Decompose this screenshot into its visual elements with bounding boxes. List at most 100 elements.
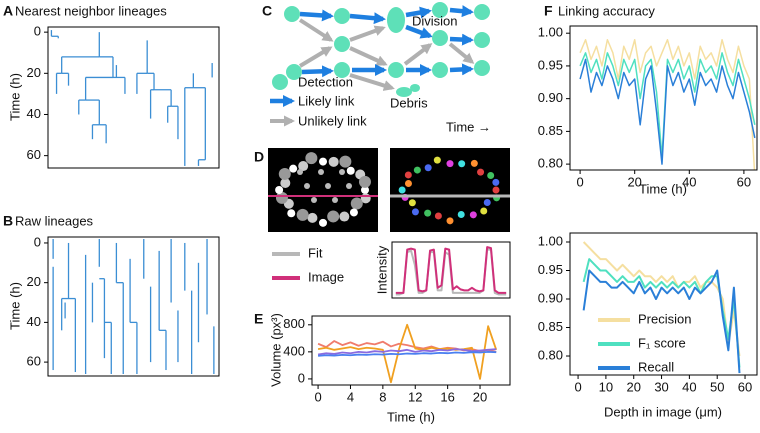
panel-letter: A [3,3,13,19]
nucleus [278,167,291,180]
nucleus [413,166,421,174]
node [388,62,404,78]
x-tick-label: 10 [599,379,613,394]
node [284,6,300,22]
arrow [405,24,433,39]
y-tick-label: 60 [27,354,41,369]
x-tick-label: 20 [627,174,641,189]
nucleus [327,210,340,223]
chart-title: Linking accuracy [558,3,655,18]
nucleus [492,178,500,186]
microscopy-images [268,148,510,232]
y-tick-label: 0.80 [538,156,563,171]
nucleus [492,186,500,194]
node [334,8,350,24]
nucleus [311,197,317,203]
chart: B Raw lineages Time (h) 0 20 40 60 [3,213,220,377]
node [334,36,350,52]
plot-frame [569,232,758,376]
nucleus [411,208,419,216]
y-tick-label: 0.95 [538,262,563,277]
y-tick-label: 0.85 [538,123,563,138]
nucleus [346,166,355,175]
series-line [395,246,507,294]
nucleus [408,199,416,207]
plot-area [317,323,498,384]
plot-area [50,30,213,166]
legend-label: Fit [308,245,323,260]
x-tick-label: 4 [347,389,354,404]
plot-area [395,246,507,296]
nucleus [404,171,412,179]
y-tick-label: 1.00 [538,233,563,248]
panel-letter: F [544,3,553,19]
nucleus [325,183,331,189]
x-tick-label: 20 [626,379,640,394]
arrow [349,12,386,25]
legend-label: Precision [638,311,691,326]
arrow [449,33,474,46]
arrow [298,46,333,68]
series-line [582,241,741,357]
x-tick-label: 60 [737,174,751,189]
plot-frame [391,241,511,299]
nucleus [328,156,339,167]
legend-label: F₁ score [638,335,686,350]
x-tick-label: 30 [654,379,668,394]
nucleus [433,156,441,164]
y-axis-label: Time (h) [7,73,22,121]
chart: E Volume (px³) Time (h) 0 400 800 0 4 8 12 16 20 [254,311,511,424]
legend-node [272,74,288,90]
nucleus [446,217,454,225]
y-tick-label: 40 [27,314,41,329]
arrow [449,63,474,76]
chart: D Intensity Fit Image [254,149,511,299]
nucleus [296,208,309,221]
chart: A Nearest neighbor lineages Time (h) 0 20 40 6… [3,3,220,169]
nucleus [424,164,432,172]
nucleus [297,169,303,175]
nucleus [332,197,338,203]
nucleus [470,159,478,167]
y-tick-label: 0.80 [538,347,563,362]
nucleus [346,183,352,189]
y-tick-label: 60 [27,147,41,162]
y-tick-label: 800 [283,316,305,331]
series-line [582,269,741,374]
chart-title: Nearest neighbor lineages [15,3,167,18]
plot-area [582,241,741,374]
series-line [579,52,756,159]
series-line [579,39,756,170]
x-tick-label: 12 [408,389,422,404]
nucleus [307,212,318,223]
legend-label: Recall [638,359,674,374]
y-tick-label: 0 [298,370,305,385]
x-tick-label: 0 [574,379,581,394]
arrow [349,73,395,91]
x-tick-label: 0 [576,174,583,189]
plot-frame [569,25,758,171]
label: Time → [446,119,491,134]
arrow [299,9,334,22]
x-axis-label: Time (h) [639,181,687,196]
nucleus [424,209,432,217]
label: Unlikely link [298,113,367,128]
arrow [403,43,433,66]
nucleus [398,186,406,194]
x-tick-label: 50 [710,379,724,394]
plot-frame [47,26,220,169]
nucleus [275,191,288,204]
chart: F Linking accuracy Time (h) 1.00 0.95 0.90 0.8… [538,3,758,196]
y-tick-label: 20 [27,65,41,80]
plot-area [52,238,215,375]
x-tick-label: 20 [473,389,487,404]
arrow [301,65,334,78]
detections [272,2,490,97]
debris [396,87,412,97]
node [432,62,448,78]
plot-area [579,39,756,170]
y-tick-label: 0 [34,234,41,249]
panel-letter: D [254,149,264,165]
node [432,2,448,18]
node [474,32,490,48]
